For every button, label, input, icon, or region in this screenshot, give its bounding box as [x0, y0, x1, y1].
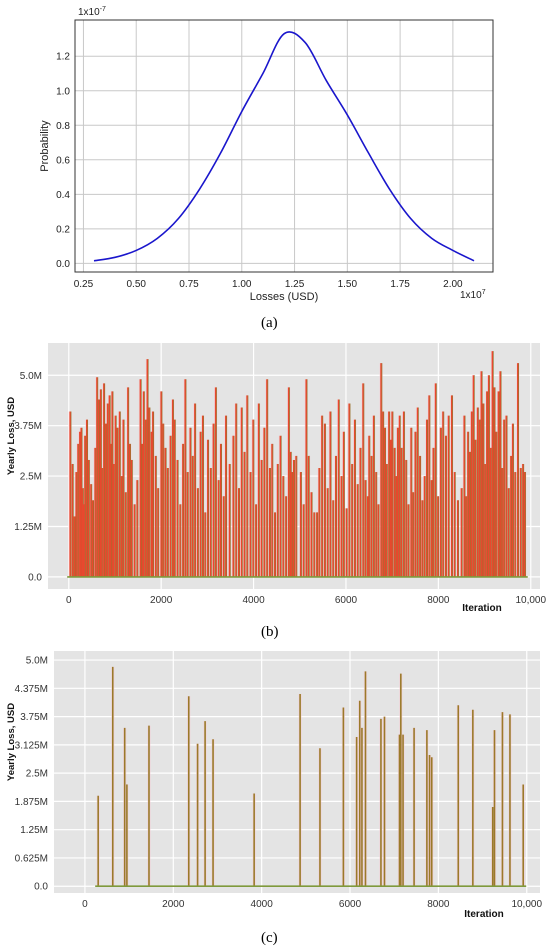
- a-y-tick-label: 0.8: [56, 121, 70, 132]
- c-x-axis-label: Iteration: [464, 909, 503, 920]
- b-x-tick-label: 6000: [335, 595, 358, 606]
- panel-b-bar-chart: 0 2000 4000 6000 8000 10,000 0.0 1.25M 2.5M 3.75M…: [6, 343, 546, 614]
- b-x-tick-label: 8000: [427, 595, 450, 606]
- a-x-tick-label: 1.75: [390, 279, 410, 290]
- a-x-tick-label: 1.50: [338, 279, 358, 290]
- c-x-tick-label: 4000: [251, 899, 274, 910]
- a-y-axis-label: Probability: [39, 120, 51, 172]
- b-x-tick-label: 0: [66, 595, 72, 606]
- panel-b-caption: (b): [261, 624, 279, 640]
- panel-c-bar-chart: 0 2000 4000 6000 8000 10,000 0.0 0.625M 1.25M 1.8…: [6, 651, 542, 920]
- a-x-tick-label: 0.25: [74, 279, 94, 290]
- c-y-tick-label: 0.0: [34, 882, 48, 893]
- b-y-tick-label: 1.25M: [14, 522, 42, 533]
- b-x-tick-label: 10,000: [515, 595, 546, 606]
- a-y-tick-label: 1.0: [56, 86, 70, 97]
- b-y-tick-label: 2.5M: [20, 472, 42, 483]
- c-y-tick-label: 1.875M: [15, 797, 48, 808]
- b-y-axis-label: Yearly Loss, USD: [6, 397, 17, 475]
- c-y-tick-label: 1.25M: [20, 825, 48, 836]
- a-y-tick-label: 1.2: [56, 52, 70, 63]
- a-y-multiplier: 1x10-7: [78, 6, 106, 18]
- c-x-tick-label: 10,000: [511, 899, 542, 910]
- a-x-tick-label: 2.00: [443, 279, 463, 290]
- b-y-tick-label: 5.0M: [20, 371, 42, 382]
- a-y-tick-label: 0.4: [56, 190, 70, 201]
- a-y-tick-label: 0.6: [56, 155, 70, 166]
- a-x-axis-label: Losses (USD): [250, 291, 318, 303]
- a-x-tick-label: 0.50: [126, 279, 146, 290]
- a-y-tick-label: 0.2: [56, 224, 70, 235]
- c-y-tick-label: 3.75M: [20, 712, 48, 723]
- b-y-tick-label: 0.0: [28, 572, 42, 583]
- c-y-tick-label: 0.625M: [15, 853, 48, 864]
- c-y-tick-label: 4.375M: [15, 684, 48, 695]
- c-x-tick-label: 8000: [427, 899, 450, 910]
- b-y-tick-label: 3.75M: [14, 421, 42, 432]
- c-y-axis-label: Yearly Loss, USD: [6, 703, 17, 781]
- c-y-tick-label: 3.125M: [15, 740, 48, 751]
- a-series-line: [93, 31, 475, 262]
- b-x-axis-label: Iteration: [462, 603, 501, 614]
- a-x-tick-label: 1.00: [232, 279, 252, 290]
- a-plot-frame: [74, 19, 494, 273]
- panel-c-caption: (c): [261, 930, 278, 946]
- panel-a-line-chart: 0.25 0.50 0.75 1.00 1.25 1.50 1.75 2.00 0.0 0.2 0.…: [39, 6, 494, 303]
- a-x-tick-label: 1.25: [285, 279, 305, 290]
- c-y-tick-label: 2.5M: [26, 769, 48, 780]
- a-x-tick-label: 0.75: [179, 279, 199, 290]
- b-x-tick-label: 4000: [242, 595, 265, 606]
- panel-a-caption: (a): [261, 315, 278, 331]
- a-x-multiplier: 1x107: [460, 289, 486, 301]
- b-x-tick-label: 2000: [150, 595, 173, 606]
- a-y-tick-label: 0.0: [56, 259, 70, 270]
- c-x-tick-label: 2000: [162, 899, 185, 910]
- c-x-tick-label: 6000: [339, 899, 362, 910]
- c-y-tick-label: 5.0M: [26, 656, 48, 667]
- c-x-tick-label: 0: [82, 899, 88, 910]
